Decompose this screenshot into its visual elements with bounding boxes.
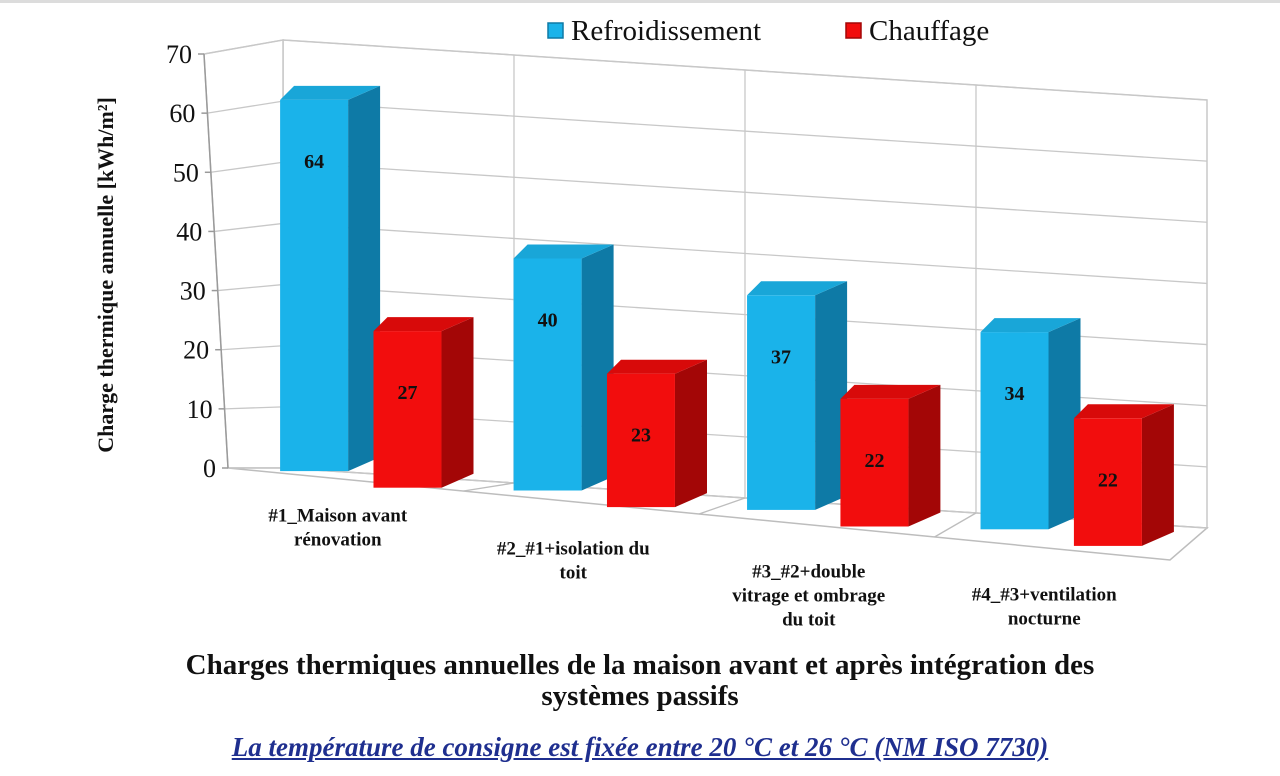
chauffage-value-label: 22: [864, 450, 884, 472]
x-tick-label: #2_#1+isolation du: [497, 539, 650, 560]
y-tick-label: 30: [180, 277, 206, 306]
gridline-side: [214, 222, 284, 233]
x-tick-label: #1_Maison avant: [268, 506, 407, 527]
top-divider: [0, 0, 1280, 3]
refroidissement-bar-top: [513, 244, 614, 259]
refroidissement-bar: [280, 99, 349, 472]
chauffage-bar-side: [1141, 404, 1174, 546]
refroidissement-bar: [513, 258, 582, 491]
chauffage-bar-side: [441, 317, 474, 488]
x-tick-label: du toit: [782, 610, 836, 631]
refroidissement-bar-side: [815, 281, 848, 510]
refroidissement-bar-top: [280, 85, 381, 100]
x-tick-label: #4_#3+ventilation: [972, 585, 1117, 606]
chauffage-bar: [1073, 418, 1142, 546]
y-tick-label: 40: [176, 217, 202, 246]
gridline-side: [224, 406, 284, 410]
y-tick-label: 60: [169, 99, 195, 128]
refroidissement-value-label: 37: [771, 346, 791, 368]
y-tick-label: 70: [166, 40, 192, 69]
gridline-side: [217, 283, 284, 292]
x-tick-label: #3_#2+double: [752, 562, 865, 583]
gridline-side: [221, 345, 284, 351]
legend-label: Chauffage: [869, 15, 989, 47]
refroidissement-bar-side: [1048, 318, 1081, 530]
chart-caption-note: La température de consigne est fixée ent…: [231, 732, 1049, 762]
refroidissement-bar-side: [348, 85, 381, 472]
refroidissement-bar: [747, 295, 816, 510]
chart-caption-title: Charges thermiques annuelles de la maiso…: [185, 649, 1095, 712]
refroidissement-bar-side: [581, 244, 614, 491]
chauffage-value-label: 23: [631, 425, 651, 447]
gridline-side: [207, 100, 284, 114]
chauffage-bar-top: [607, 359, 707, 374]
gridline-side: [210, 161, 284, 173]
refroidissement-value-label: 34: [1005, 383, 1025, 405]
x-tick-label: nocturne: [1008, 609, 1081, 630]
x-tick-label: vitrage et ombrage: [732, 586, 885, 607]
y-tick-label: 10: [187, 395, 213, 424]
chauffage-bar-top: [373, 317, 474, 332]
y-axis-line: [203, 53, 229, 469]
bar-chart: 0 10 20 30 40 50 60 70 Charge thermique annuelle…: [93, 15, 1209, 631]
refroidissement-bar: [980, 332, 1049, 530]
x-tick-label: toit: [560, 563, 588, 584]
y-tick-label: 0: [203, 454, 216, 483]
chauffage-bar-side: [908, 384, 941, 527]
y-tick-label: 50: [173, 158, 199, 187]
chauffage-bar: [373, 331, 442, 488]
refroidissement-bar-top: [747, 281, 848, 296]
chauffage-bar-top: [840, 384, 941, 399]
y-axis-title: Charge thermique annuelle [kWh/m²]: [93, 97, 118, 453]
chauffage-bar-top: [1073, 404, 1174, 419]
refroidissement-value-label: 64: [304, 151, 324, 173]
gridline-side: [203, 39, 284, 55]
legend-swatch-refroidissement: [547, 22, 564, 39]
legend-swatch-chauffage: [845, 22, 862, 39]
x-tick-label: rénovation: [294, 530, 382, 551]
chauffage-bar: [840, 398, 909, 527]
chauffage-value-label: 22: [1098, 469, 1118, 491]
refroidissement-value-label: 40: [538, 310, 558, 332]
chauffage-bar-side: [675, 359, 707, 508]
legend-label: Refroidissement: [571, 15, 761, 47]
floor-divider: [463, 482, 515, 492]
y-tick-label: 20: [183, 336, 209, 365]
chauffage-value-label: 27: [397, 382, 417, 404]
refroidissement-bar-top: [980, 318, 1081, 333]
chauffage-bar: [606, 373, 675, 508]
floor-divider: [934, 512, 977, 538]
floor-divider: [698, 497, 746, 515]
